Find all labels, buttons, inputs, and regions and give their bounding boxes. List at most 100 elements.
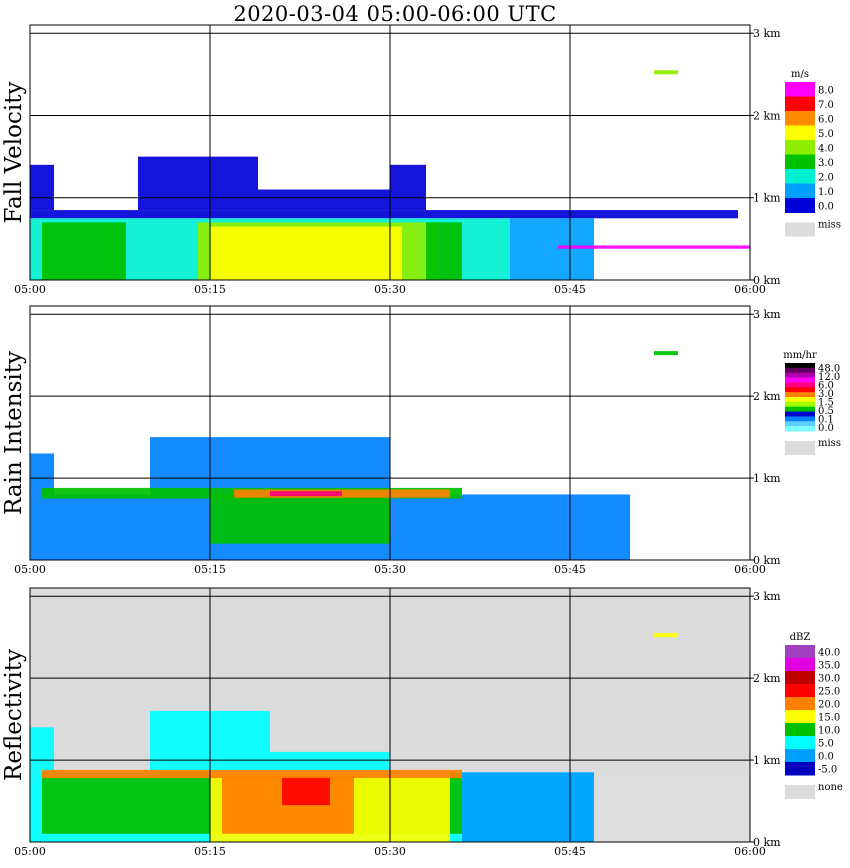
- legend-missing-label: miss: [818, 438, 841, 449]
- legend-missing-swatch: [785, 222, 815, 237]
- legend-label: 10.0: [818, 726, 840, 737]
- height-tick-label: 0 km: [753, 274, 781, 287]
- height-tick-label: 3 km: [753, 590, 781, 603]
- time-tick-label: 05:45: [554, 283, 586, 296]
- legend-missing-label: miss: [818, 220, 841, 231]
- legend-label: 5.0: [818, 739, 834, 750]
- data-region-3: [270, 751, 390, 773]
- legend-swatch: [785, 140, 815, 155]
- legend-label: 0.0: [818, 752, 834, 763]
- legend-label: 4.0: [818, 143, 834, 154]
- legend-swatch: [785, 198, 815, 213]
- legend-swatch: [785, 392, 815, 398]
- legend-swatch: [785, 416, 815, 422]
- time-tick-label: 05:00: [14, 563, 46, 576]
- height-tick-label: 2 km: [753, 390, 781, 403]
- time-tick-label: 06:00: [734, 845, 766, 858]
- legend-swatch: [785, 684, 815, 698]
- legend-swatch: [785, 658, 815, 672]
- legend-label: 1.0: [818, 187, 834, 198]
- panel-title: Reflectivity: [1, 649, 27, 781]
- height-tick-label: 3 km: [753, 308, 781, 321]
- legend-label: 0.1: [818, 414, 834, 425]
- data-region-1: [30, 453, 54, 495]
- height-tick-label: 0 km: [753, 836, 781, 849]
- time-tick-label: 05:30: [374, 845, 406, 858]
- data-region-2: [138, 156, 258, 211]
- legend-label: 6.0: [818, 380, 834, 391]
- legend-swatch: [785, 421, 815, 427]
- legend-label: 3.0: [818, 389, 834, 400]
- data-region-3: [210, 494, 390, 544]
- time-tick-label: 05:30: [374, 563, 406, 576]
- time-tick-label: 05:00: [14, 845, 46, 858]
- data-region-1: [30, 727, 54, 773]
- legend-swatch: [785, 411, 815, 417]
- legend-swatch: [785, 111, 815, 126]
- time-tick-label: 05:15: [194, 845, 226, 858]
- height-tick-label: 2 km: [753, 672, 781, 685]
- data-region-6: [270, 491, 342, 497]
- data-region-12: [654, 70, 678, 75]
- legend-swatch: [785, 645, 815, 659]
- legend-swatch: [785, 397, 815, 403]
- plot-frame: [29, 587, 751, 843]
- time-tick-label: 06:00: [734, 283, 766, 296]
- legend-label: 0.0: [818, 423, 834, 434]
- data-region-7: [42, 222, 126, 280]
- plot-frame: [29, 305, 751, 561]
- legend-label: 35.0: [818, 661, 840, 672]
- legend-missing-swatch: [785, 785, 815, 799]
- legend-swatch: [785, 382, 815, 388]
- height-tick-label: 3 km: [753, 27, 781, 40]
- legend-swatch: [785, 426, 815, 432]
- data-region-7: [282, 776, 330, 806]
- time-tick-label: 05:15: [194, 283, 226, 296]
- data-region-3: [258, 189, 390, 211]
- legend-swatch: [785, 96, 815, 112]
- legend-swatch: [785, 169, 815, 184]
- legend-swatch: [785, 82, 815, 97]
- legend-unit: m/s: [791, 69, 809, 80]
- chart-title: 2020-03-04 05:00-06:00 UTC: [233, 2, 557, 26]
- panel-title: Fall Velocity: [1, 82, 27, 224]
- legend-swatch: [785, 363, 815, 369]
- data-region-0: [30, 210, 738, 219]
- panel-title: Rain Intensity: [1, 351, 27, 515]
- legend-swatch: [785, 697, 815, 711]
- data-region-7: [654, 351, 678, 356]
- time-tick-label: 05:00: [14, 283, 46, 296]
- legend-swatch: [785, 401, 815, 408]
- legend-swatch: [785, 736, 815, 750]
- data-region-4: [390, 164, 426, 211]
- time-tick-label: 06:00: [734, 563, 766, 576]
- legend-swatch: [785, 749, 815, 763]
- height-tick-label: 1 km: [753, 192, 781, 205]
- legend-label: 12.0: [818, 372, 840, 383]
- legend-label: 8.0: [818, 85, 834, 96]
- legend-unit: dBZ: [790, 632, 811, 643]
- legend-unit: mm/hr: [783, 350, 817, 361]
- data-region-10: [426, 222, 462, 280]
- legend-label: 20.0: [818, 700, 840, 711]
- panel-reflectivity: 0 km 1 km 2 km 3 km 05:00 05:15 05:30 05:45 06:0…: [1, 587, 843, 858]
- time-tick-label: 05:15: [194, 563, 226, 576]
- legend-label: 6.0: [818, 114, 834, 125]
- data-region-10: [594, 776, 750, 842]
- legend-swatch: [785, 367, 815, 374]
- legend-label: 15.0: [818, 713, 840, 724]
- legend-label: 25.0: [818, 687, 840, 698]
- data-region-11: [654, 633, 678, 638]
- height-tick-label: 2 km: [753, 109, 781, 122]
- height-tick-label: 1 km: [753, 754, 781, 767]
- legend-swatch: [785, 406, 815, 413]
- legend-swatch: [785, 710, 815, 724]
- legend-swatch: [785, 671, 815, 685]
- legend-label: 7.0: [818, 100, 834, 111]
- legend-label: 3.0: [818, 158, 834, 169]
- legend-label: 0.0: [818, 201, 834, 212]
- time-tick-label: 05:30: [374, 283, 406, 296]
- legend-swatch: [785, 377, 815, 383]
- time-tick-label: 05:45: [554, 563, 586, 576]
- panel-fall-velocity: 0 km 1 km 2 km 3 km 05:00 05:15 05:30 05:45 06:0…: [1, 24, 841, 296]
